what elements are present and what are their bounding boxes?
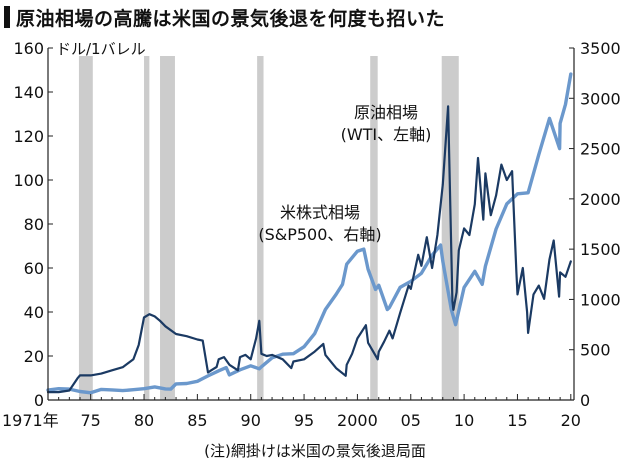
right-tick-label-0: 0 bbox=[580, 391, 590, 410]
series-line-oil bbox=[46, 105, 572, 394]
chart-title: 原油相場の高騰は米国の景気後退を何度も招いた bbox=[16, 8, 446, 30]
x-tick-label-9: 15 bbox=[507, 411, 527, 430]
y-left-unit-label: ドル/1バレル bbox=[56, 40, 146, 58]
left-tick-label-160: 160 bbox=[13, 39, 44, 58]
x-tick-label-1: 75 bbox=[80, 411, 100, 430]
sp500-label-line-1: (S&P500、右軸) bbox=[258, 225, 381, 244]
series-line-sp500 bbox=[46, 72, 573, 395]
x-tick-label-4: 90 bbox=[241, 411, 261, 430]
x-tick-label-8: 10 bbox=[454, 411, 474, 430]
recession-band-4 bbox=[370, 56, 378, 400]
chart-note: (注)網掛けは米国の景気後退局面 bbox=[204, 442, 426, 460]
oil-label-line-0: 原油相場 bbox=[354, 103, 418, 122]
sp500-label-line-0: 米株式相場 bbox=[280, 203, 360, 222]
recession-band-3 bbox=[257, 56, 264, 400]
oil-label-line-1: (WTI、左軸) bbox=[341, 125, 432, 144]
right-tick-label-3500: 3500 bbox=[580, 39, 621, 58]
right-tick-label-500: 500 bbox=[580, 341, 611, 360]
axes: 0204060801001201401600500100015002000250… bbox=[2, 39, 621, 430]
right-tick-label-2000: 2000 bbox=[580, 190, 621, 209]
right-tick-label-1500: 1500 bbox=[580, 240, 621, 259]
left-tick-label-20: 20 bbox=[24, 347, 44, 366]
x-tick-label-5: 95 bbox=[294, 411, 314, 430]
series-lines bbox=[46, 72, 573, 395]
left-tick-label-80: 80 bbox=[24, 215, 44, 234]
right-tick-label-2500: 2500 bbox=[580, 140, 621, 159]
recession-band-0 bbox=[78, 56, 93, 400]
left-tick-label-140: 140 bbox=[13, 83, 44, 102]
left-tick-label-100: 100 bbox=[13, 171, 44, 190]
x-tick-label-7: 05 bbox=[401, 411, 421, 430]
x-tick-label-2: 80 bbox=[134, 411, 154, 430]
left-tick-label-0: 0 bbox=[34, 391, 44, 410]
x-tick-label-10: 20 bbox=[561, 411, 581, 430]
recession-band-1 bbox=[144, 56, 150, 400]
x-tick-label-3: 85 bbox=[187, 411, 207, 430]
left-tick-label-60: 60 bbox=[24, 259, 44, 278]
recession-band-2 bbox=[160, 56, 175, 400]
title-bar: 原油相場の高騰は米国の景気後退を何度も招いた bbox=[0, 0, 630, 34]
title-marker bbox=[4, 6, 10, 28]
right-tick-label-1000: 1000 bbox=[580, 290, 621, 309]
x-tick-label-6: 2000 bbox=[337, 411, 378, 430]
right-tick-label-3000: 3000 bbox=[580, 89, 621, 108]
annotations: 原油相場 (WTI、左軸) 米株式相場 (S&P500、右軸) bbox=[258, 103, 431, 244]
x-tick-label-0: 1971年 bbox=[2, 411, 59, 430]
left-tick-label-120: 120 bbox=[13, 127, 44, 146]
left-tick-label-40: 40 bbox=[24, 303, 44, 322]
